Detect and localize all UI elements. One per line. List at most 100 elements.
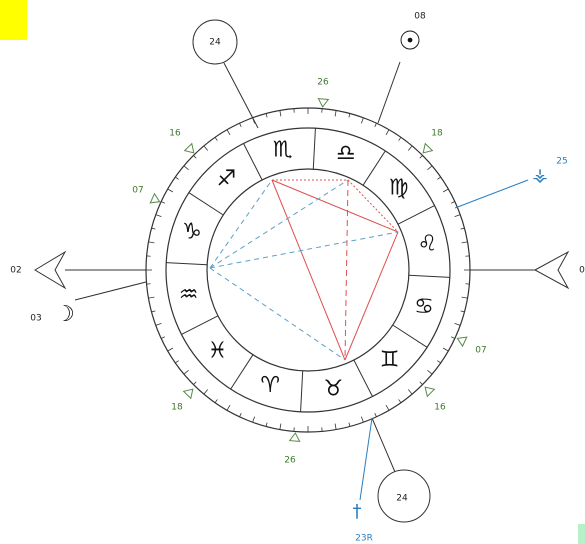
sign-divider [181,315,219,335]
tick [385,129,390,136]
connector [371,417,396,473]
house-circle [192,19,238,65]
tick [374,413,377,417]
tick [419,155,423,159]
tick [148,241,155,244]
tick [334,110,337,117]
cusp-degree: 16 [434,403,446,413]
tick [442,347,449,352]
tick [226,129,231,136]
tick [279,110,282,117]
sign-glyph: ♊ [380,348,400,373]
cusp-marker [183,142,195,154]
sign-divider [243,143,263,181]
aspect-line [271,179,399,233]
tick [398,399,402,403]
tick [360,416,364,423]
tick [151,227,156,230]
tick [385,404,390,411]
tick [155,214,162,218]
connector [359,417,373,501]
tick [265,113,268,118]
connector [377,61,401,124]
house-label: 24 [396,494,408,504]
tick [360,117,364,124]
tick [460,310,465,313]
planet-degree: 23R [355,534,373,544]
tick [279,423,282,430]
sign-glyph: ♈ [260,373,280,398]
tick [239,123,242,127]
dsc-arrow [533,250,570,290]
sign-divider [230,354,254,390]
connector [74,281,147,301]
axis-label: 02 [10,266,21,276]
cusp-degree: 18 [171,403,183,413]
sign-divider [397,205,435,225]
tick [239,413,242,417]
house-circle [377,469,431,523]
tick [175,360,179,364]
tick [161,201,165,204]
sign-glyph: ♋ [414,295,434,320]
tick [451,336,455,339]
sign-glyph: ♉ [323,376,343,401]
tick [442,188,449,193]
sign-divider [312,128,316,170]
tick [407,145,413,151]
tick [427,165,433,171]
tick [167,188,174,193]
highlight [0,0,27,40]
cusp-marker [288,432,301,442]
planet-degree: 25 [556,157,567,167]
tick [334,423,337,430]
tick [398,137,402,141]
tick [407,389,413,395]
ring [165,127,451,413]
sign-divider [166,262,208,266]
sign-divider [392,324,428,348]
tick [460,227,465,230]
planet-glyph: ⚶ [532,165,547,186]
tick [214,137,218,141]
cusp-degree: 07 [475,346,486,356]
corner-marker [578,524,585,544]
tick [427,369,433,375]
tick [167,347,174,352]
planet-glyph: ☉ [398,27,421,57]
tick [419,381,423,385]
planet-degree: 08 [414,12,426,22]
sign-glyph: ♓ [207,339,227,364]
ring [206,168,410,372]
sign-divider [362,150,386,186]
cusp-degree: 26 [317,78,329,88]
aspect-line [271,179,346,361]
tick [214,399,218,403]
tick [374,123,377,127]
cusp-marker [422,142,434,154]
cusp-marker [456,336,468,348]
aspect-line [209,179,349,269]
tick [461,241,468,244]
tick [461,296,468,299]
cusp-degree: 18 [431,129,443,139]
house-label: 24 [209,38,221,48]
tick [148,296,155,299]
sign-glyph: ♌ [417,232,437,257]
tick [226,404,231,411]
planet-glyph: ☽ [55,302,75,327]
tick [252,416,256,423]
tick [203,389,209,395]
tick [193,381,197,385]
tick [151,310,156,313]
sign-glyph: ♐ [216,166,236,191]
tick [454,322,461,326]
cusp-marker [424,386,436,398]
tick [183,165,189,171]
aspect-line [209,179,273,269]
tick [437,176,441,180]
tick [193,155,197,159]
aspect-line [344,231,399,361]
tick [161,336,165,339]
